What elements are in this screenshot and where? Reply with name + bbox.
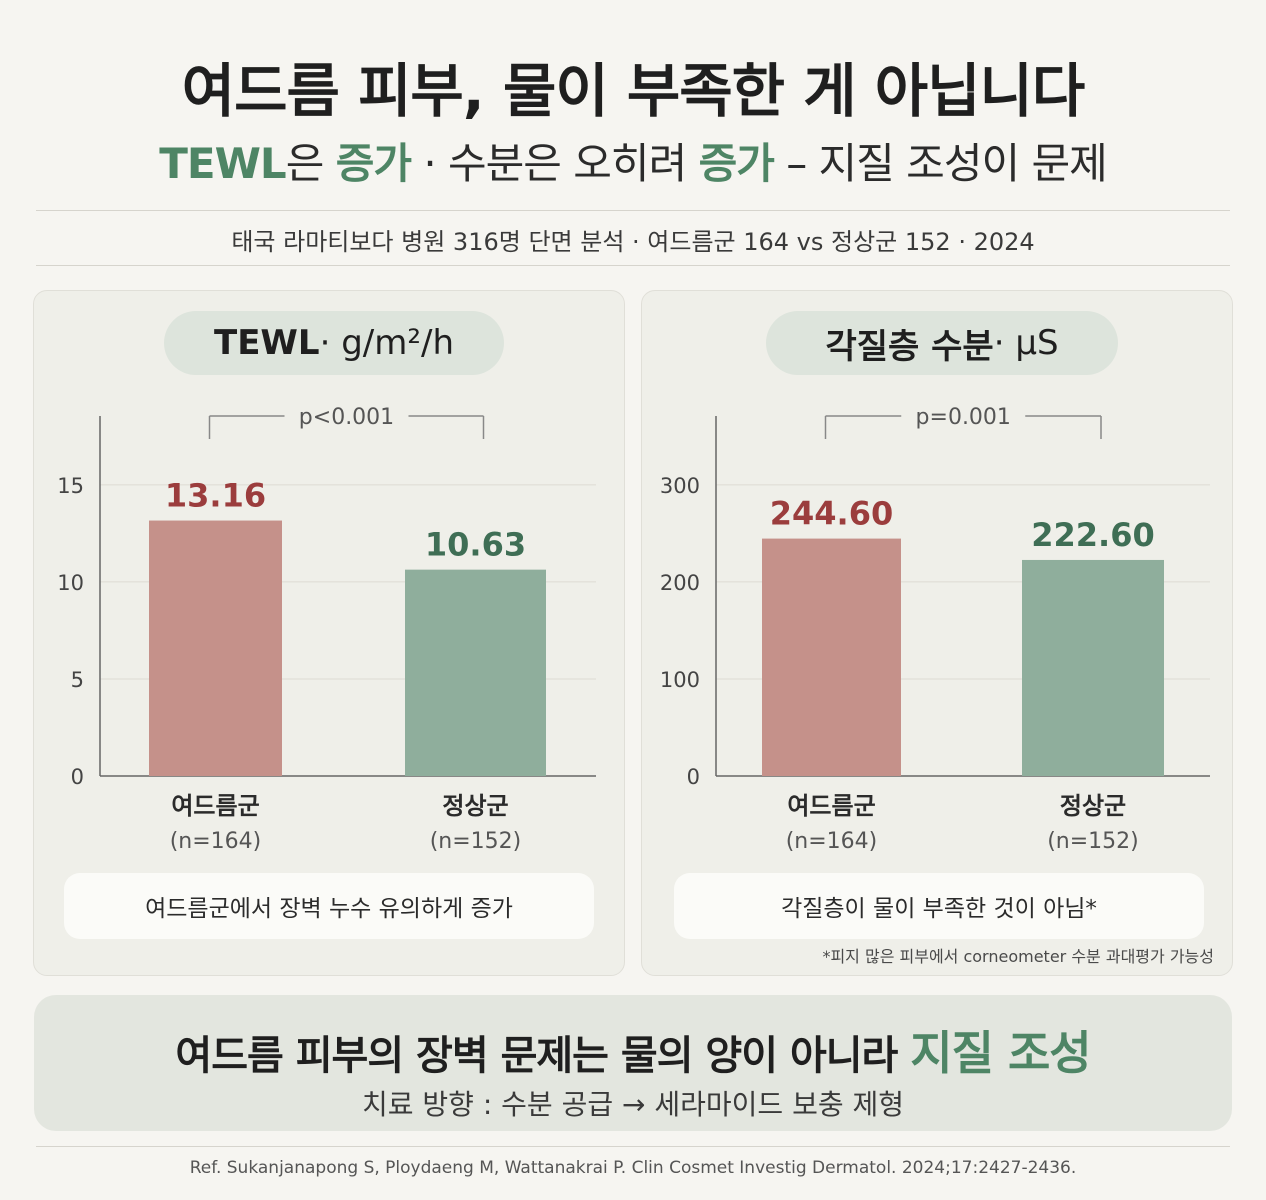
tewl-note: 여드름군에서 장벽 누수 유의하게 증가	[64, 873, 594, 939]
tewl-title-pill: TEWL · g/m²/h	[164, 311, 504, 375]
hydration-panel: 각질층 수분 · µS 0 100 200 300 244.60 여드름군 (n=164) 2…	[641, 290, 1233, 976]
hydration-footnote: *피지 많은 피부에서 corneometer 수분 과대평가 가능성	[822, 947, 1214, 966]
tewl-title-unit: · g/m²/h	[319, 323, 454, 363]
data-label: 13.16	[165, 477, 266, 515]
hydration-note: 각질층이 물이 부족한 것이 아님*	[674, 873, 1204, 939]
divider-bottom	[36, 265, 1230, 266]
bar-acne	[149, 520, 282, 776]
study-info: 태국 라마티보다 병원 316명 단면 분석 · 여드름군 164 vs 정상군…	[231, 228, 1035, 256]
y-tick-label: 0	[687, 765, 700, 789]
conclusion-main: 여드름 피부의 장벽 문제는 물의 양이 아니라 지질 조성	[34, 1017, 1232, 1083]
subtitle-increase-2: 증가	[698, 139, 775, 188]
hydration-title-pill: 각질층 수분 · µS	[766, 311, 1118, 375]
subtitle-tewl: TEWL	[159, 139, 286, 188]
y-tick-label: 100	[660, 668, 700, 692]
category-label: 정상군	[1060, 792, 1126, 820]
category-sublabel: (n=152)	[1047, 829, 1139, 854]
hydration-title-unit: · µS	[993, 323, 1059, 363]
y-tick-label: 0	[71, 765, 84, 789]
conclusion-box: 여드름 피부의 장벽 문제는 물의 양이 아니라 지질 조성 치료 방향 : 수…	[34, 995, 1232, 1131]
subtitle-text-3: – 지질 조성이 문제	[773, 139, 1108, 188]
tewl-title-bold: TEWL	[214, 323, 320, 363]
category-sublabel: (n=164)	[170, 829, 262, 854]
reference: Ref. Sukanjanapong S, Ploydaeng M, Watta…	[189, 1158, 1077, 1178]
category-label: 여드름군	[171, 792, 259, 820]
category-sublabel: (n=164)	[786, 829, 878, 854]
data-label: 222.60	[1031, 516, 1154, 554]
p-value-label: p<0.001	[299, 405, 394, 430]
subtitle-text-1: 은	[285, 139, 336, 188]
hydration-chart: 0 100 200 300 244.60 여드름군 (n=164) 222.60 정상군 (n=1…	[660, 405, 1210, 854]
conclusion-sub: 치료 방향 : 수분 공급 → 세라마이드 보충 제형	[361, 1088, 905, 1121]
tewl-panel: TEWL · g/m²/h 0 5 10 15 13.16 여드름군 (n=164) 10.6…	[33, 290, 625, 976]
y-tick-label: 5	[71, 668, 84, 692]
y-tick-label: 300	[660, 474, 700, 498]
conclusion-highlight: 지질 조성	[910, 1026, 1091, 1080]
data-label: 10.63	[425, 526, 526, 564]
y-tick-label: 10	[57, 571, 84, 595]
category-sublabel: (n=152)	[430, 829, 522, 854]
data-label: 244.60	[770, 495, 893, 533]
hydration-title-bold: 각질층 수분	[825, 326, 994, 367]
subtitle-text-2: · 수분은 오히려	[410, 139, 699, 188]
conclusion-prefix: 여드름 피부의 장벽 문제는 물의 양이 아니라	[175, 1033, 911, 1079]
divider-ref	[36, 1146, 1230, 1147]
y-tick-label: 15	[57, 474, 84, 498]
page-title: 여드름 피부, 물이 부족한 게 아닙니다	[181, 57, 1085, 125]
p-value-label: p=0.001	[916, 405, 1011, 430]
bar-normal	[1022, 559, 1164, 776]
page-subtitle: TEWL은 증가 · 수분은 오히려 증가 – 지질 조성이 문제	[0, 130, 1266, 191]
bar-normal	[405, 569, 546, 776]
y-tick-label: 200	[660, 571, 700, 595]
category-label: 정상군	[442, 792, 508, 820]
category-label: 여드름군	[787, 792, 875, 820]
tewl-chart: 0 5 10 15 13.16 여드름군 (n=164) 10.63 정상군 (n=152) p<0…	[57, 405, 596, 854]
subtitle-increase-1: 증가	[335, 139, 412, 188]
bar-acne	[762, 538, 901, 776]
divider-top	[36, 210, 1230, 211]
